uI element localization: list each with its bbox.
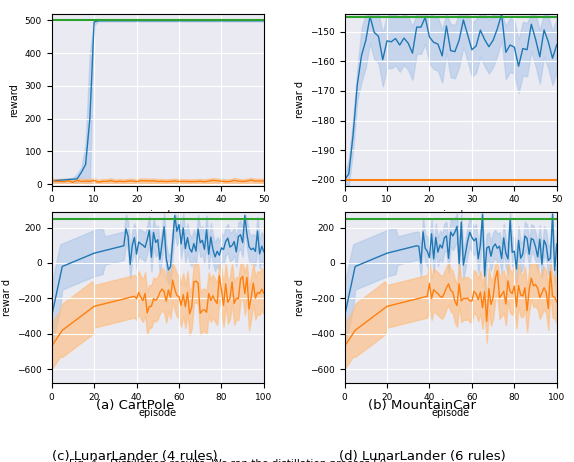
Y-axis label: reward: reward: [9, 83, 19, 117]
Text: (b) MountainCar: (b) MountainCar: [368, 399, 476, 412]
X-axis label: episode: episode: [139, 408, 177, 418]
X-axis label: episode: episode: [432, 210, 470, 220]
X-axis label: episode: episode: [432, 408, 470, 418]
Y-axis label: rewar d: rewar d: [294, 81, 305, 118]
Text: (d) LunarLander (6 rules): (d) LunarLander (6 rules): [339, 450, 505, 462]
Y-axis label: rewar d: rewar d: [294, 279, 305, 316]
Text: (a) CartPole: (a) CartPole: [96, 399, 174, 412]
Text: Fig. 4.   Distillation results. We ran the distillation process 50: Fig. 4. Distillation results. We ran the…: [69, 459, 386, 462]
Text: (c) LunarLander (4 rules): (c) LunarLander (4 rules): [52, 450, 218, 462]
Y-axis label: rewar d: rewar d: [2, 279, 11, 316]
X-axis label: episode: episode: [139, 210, 177, 220]
